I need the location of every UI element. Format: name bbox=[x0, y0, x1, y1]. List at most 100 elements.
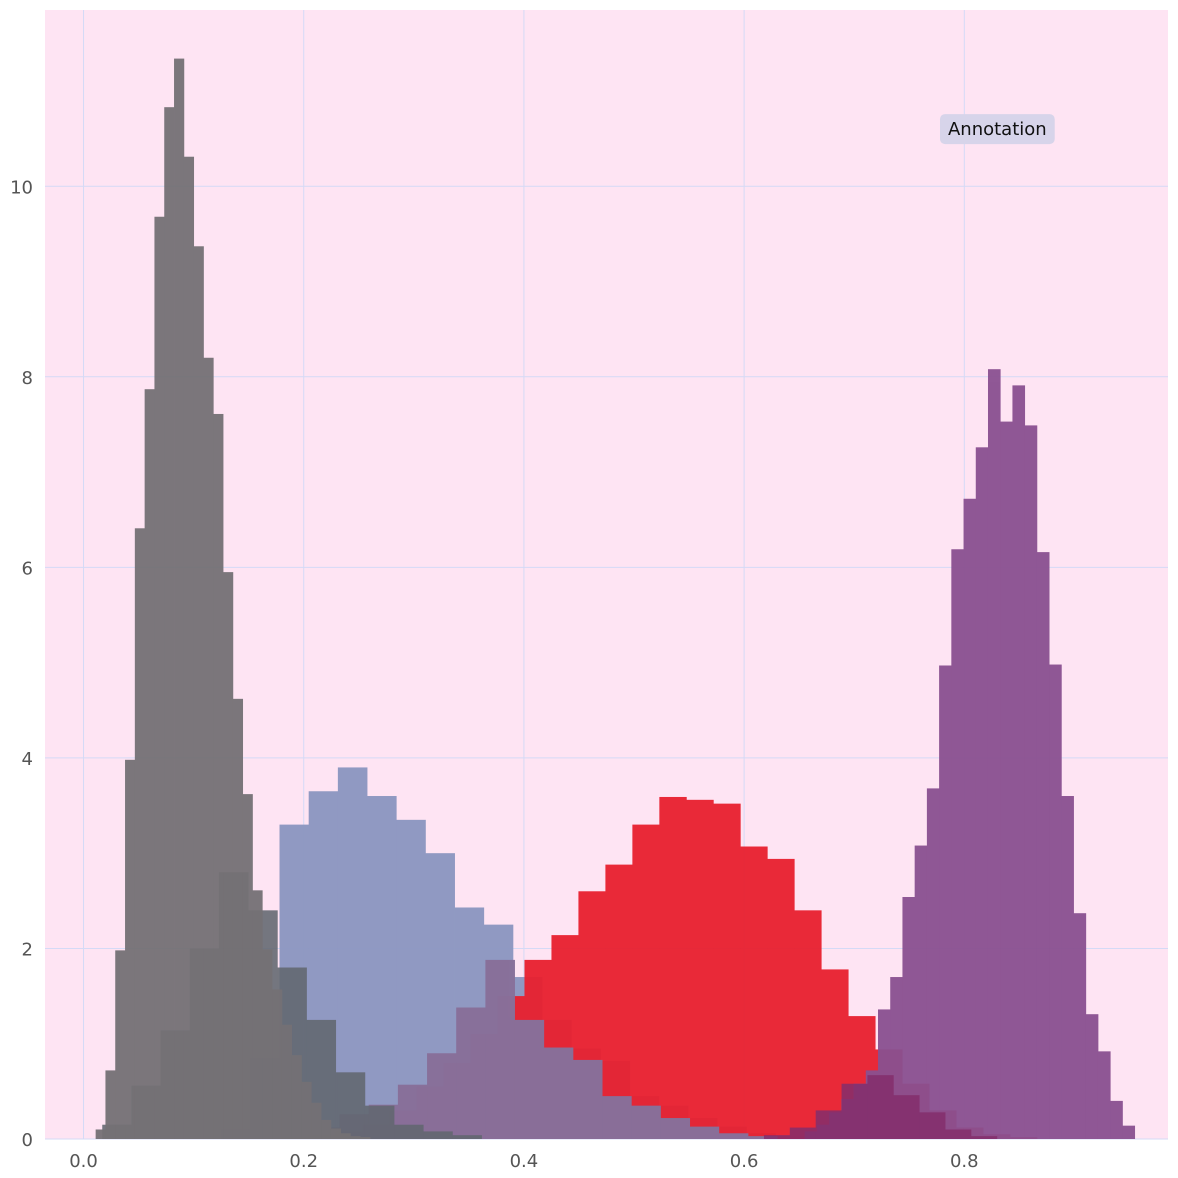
histogram-bar bbox=[914, 845, 928, 1139]
histogram-bar bbox=[232, 698, 244, 1139]
histogram-series-4 bbox=[95, 58, 371, 1140]
histogram-bar bbox=[1122, 1125, 1136, 1139]
histogram-bar bbox=[686, 799, 714, 1139]
histogram-bar bbox=[340, 1133, 351, 1139]
x-tick-label: 0.2 bbox=[289, 1151, 318, 1172]
histogram-bar bbox=[281, 1024, 293, 1139]
histogram-bar bbox=[1097, 1051, 1111, 1139]
histogram-bar bbox=[311, 1102, 322, 1139]
annotation-box bbox=[939, 114, 1055, 145]
histogram-bar bbox=[951, 549, 964, 1139]
x-axis-tick-labels: 0.0 0.2 0.4 0.6 0.8 bbox=[69, 1151, 978, 1172]
y-tick-label: 6 bbox=[22, 558, 33, 579]
histogram-bar bbox=[945, 1129, 972, 1139]
histogram-bar bbox=[975, 447, 989, 1140]
x-tick-label: 0.8 bbox=[950, 1151, 979, 1172]
histogram-bar bbox=[713, 803, 741, 1139]
histogram-series-5 bbox=[804, 369, 1136, 1140]
y-tick-label: 8 bbox=[22, 368, 33, 389]
histogram-bar bbox=[767, 858, 795, 1139]
histogram-bar bbox=[193, 246, 204, 1140]
x-tick-label: 0.4 bbox=[510, 1151, 539, 1172]
histogram-bar bbox=[740, 846, 768, 1139]
histogram-bar bbox=[452, 1135, 482, 1139]
histogram-bar bbox=[902, 897, 916, 1139]
histogram-bar bbox=[183, 156, 195, 1140]
histogram-bar bbox=[360, 1137, 371, 1139]
histogram-bar bbox=[350, 1136, 361, 1139]
histogram-bar bbox=[1036, 552, 1050, 1139]
histogram-bar bbox=[543, 1047, 574, 1139]
histogram-bar bbox=[213, 413, 224, 1139]
histogram-bar bbox=[330, 1128, 342, 1139]
histogram-bar bbox=[689, 1126, 720, 1139]
histogram-bar bbox=[394, 1124, 424, 1139]
histogram-bar bbox=[115, 950, 126, 1139]
annotation-text: Annotation bbox=[948, 119, 1047, 140]
annotation: Annotation bbox=[939, 114, 1055, 145]
histogram-bar bbox=[223, 572, 234, 1139]
histogram-bar bbox=[841, 1083, 868, 1139]
histogram-bar bbox=[919, 1112, 946, 1139]
histogram-bar bbox=[939, 665, 952, 1139]
histogram-bar bbox=[763, 1135, 791, 1139]
histogram-bar bbox=[794, 910, 822, 1139]
x-tick-label: 0.6 bbox=[730, 1151, 759, 1172]
histogram-bar bbox=[718, 1133, 749, 1139]
histogram-bar bbox=[926, 788, 940, 1139]
y-axis-tick-labels: 0 2 4 6 8 10 bbox=[10, 177, 33, 1151]
histogram-bar bbox=[364, 1105, 395, 1139]
histogram-bar bbox=[154, 216, 165, 1140]
histogram-bar bbox=[1073, 913, 1087, 1139]
histogram-bar bbox=[514, 1019, 545, 1139]
histogram-bar bbox=[1061, 796, 1074, 1139]
histogram-bar bbox=[1049, 664, 1062, 1139]
histogram-bar bbox=[335, 1072, 366, 1139]
histogram-bar bbox=[95, 1129, 106, 1139]
histogram-bars bbox=[95, 58, 1136, 1140]
histogram-bar bbox=[367, 796, 397, 1139]
histogram-bar bbox=[632, 824, 660, 1139]
histogram-bar bbox=[747, 1136, 778, 1139]
histogram-bar bbox=[963, 498, 977, 1139]
histogram-bar bbox=[105, 1070, 116, 1139]
histogram-bar bbox=[1000, 421, 1013, 1139]
histogram-bar bbox=[125, 759, 136, 1139]
histogram-bar bbox=[605, 864, 633, 1139]
histogram-bar bbox=[252, 890, 263, 1139]
histogram-bar bbox=[1024, 425, 1038, 1140]
histogram-bar bbox=[485, 959, 515, 1139]
histogram-bar bbox=[631, 1105, 661, 1139]
histogram-bar bbox=[423, 1131, 453, 1139]
histogram-bar bbox=[272, 989, 283, 1139]
histogram-bar bbox=[867, 1075, 894, 1139]
histogram-series-6 bbox=[763, 1075, 998, 1139]
histogram-bar bbox=[262, 949, 273, 1139]
histogram-bar bbox=[203, 357, 214, 1139]
y-tick-label: 2 bbox=[22, 939, 33, 960]
histogram-bar bbox=[301, 1081, 312, 1139]
histogram-bar bbox=[456, 1007, 486, 1139]
histogram-bar bbox=[1110, 1100, 1123, 1139]
histogram-bar bbox=[242, 794, 253, 1139]
histogram-bar bbox=[970, 1136, 998, 1139]
histogram-bar bbox=[1012, 385, 1026, 1139]
histogram-bar bbox=[174, 58, 185, 1140]
histogram-bar bbox=[144, 389, 155, 1140]
histogram-bar bbox=[321, 1119, 332, 1139]
x-tick-label: 0.0 bbox=[69, 1151, 98, 1172]
y-tick-label: 0 bbox=[22, 1130, 33, 1151]
histogram-bar bbox=[572, 1059, 603, 1139]
histogram-bar bbox=[427, 1053, 457, 1139]
histogram-bar bbox=[134, 528, 146, 1139]
y-tick-label: 10 bbox=[10, 177, 33, 198]
histogram-bar bbox=[291, 1055, 302, 1139]
histogram-bar bbox=[1085, 1014, 1099, 1139]
histogram-bar bbox=[602, 1096, 632, 1139]
y-tick-label: 4 bbox=[22, 749, 33, 770]
histogram-bar bbox=[815, 1110, 842, 1139]
histogram-bar bbox=[659, 796, 687, 1139]
histogram-bar bbox=[660, 1118, 691, 1139]
histogram-bar bbox=[164, 107, 175, 1140]
